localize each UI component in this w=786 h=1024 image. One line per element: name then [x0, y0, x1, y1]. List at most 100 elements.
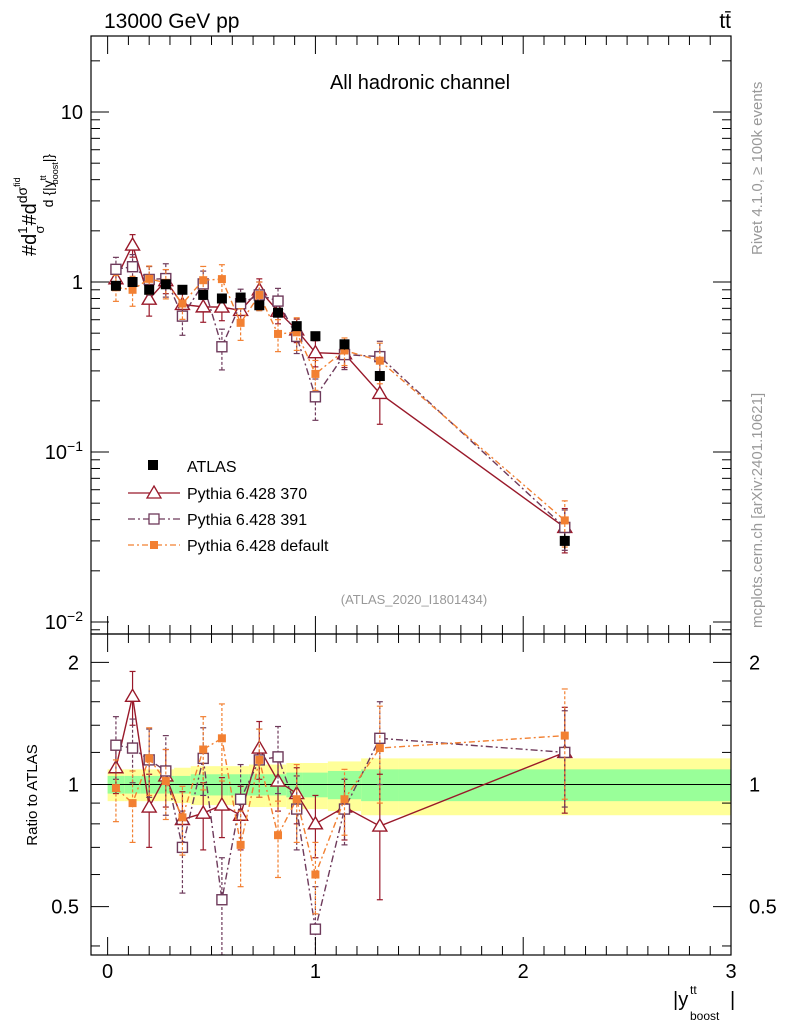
- pythia-370-point: [194, 298, 212, 313]
- ratio-uncertainty-bands: [91, 758, 731, 816]
- pythia-370-point: [307, 344, 324, 359]
- pythia-370-ratio-point: [371, 817, 389, 832]
- atlas-data-point: [374, 370, 385, 381]
- pythia-default-point: [311, 369, 320, 378]
- x-tick-label: 2: [518, 961, 529, 983]
- ratio-y-tick-label: 1: [68, 775, 79, 797]
- pythia-370-point: [124, 236, 141, 251]
- x-tick-label: 3: [725, 961, 736, 983]
- atlas-data-point: [254, 300, 265, 311]
- legend-atlas-marker: [148, 460, 158, 470]
- ratio-y-ticks: 2 2 1 1 0.5 0.5: [51, 652, 777, 947]
- pythia-391-point: [309, 391, 322, 403]
- y-tick-label: 10−1: [45, 438, 83, 464]
- legend-entry-391: Pythia 6.428 391: [128, 512, 307, 529]
- svg-text:|: |: [730, 989, 735, 1011]
- ratio-y-tick-label: 2: [68, 652, 79, 674]
- pythia-391-point: [126, 261, 139, 273]
- pythia-default-point: [255, 290, 264, 299]
- pythia-default-point: [128, 285, 137, 294]
- pythia-391-point: [216, 341, 228, 353]
- mcplots-url-label: mcplots.cern.ch [arXiv:2401.10621]: [749, 393, 766, 628]
- pythia-391-ratio-point: [234, 793, 247, 805]
- pythia-default-point: [560, 516, 569, 525]
- atlas-data-point: [177, 284, 188, 295]
- pythia-391-ratio-point: [272, 751, 284, 763]
- legend-370-marker: [145, 484, 163, 499]
- pythia-default-ratio-point: [161, 777, 170, 786]
- main-x-ticks: [107, 36, 732, 634]
- y-tick-label: 10: [61, 102, 83, 124]
- pythia-default-ratio-point: [560, 731, 569, 740]
- pythia-default-point: [340, 346, 349, 355]
- main-y-ticks: 10 1 10−1 10−2: [45, 60, 731, 634]
- pythia-default-point: [375, 356, 384, 365]
- pythia-391-ratio-point: [216, 894, 228, 906]
- pythia-default-ratio-point: [311, 870, 320, 879]
- pythia-370-point: [213, 298, 231, 313]
- legend-entry-370: Pythia 6.428 370: [128, 484, 307, 503]
- atlas-data-point: [273, 307, 284, 318]
- atlas-data-point: [310, 331, 321, 342]
- y-tick-label: 1: [72, 272, 83, 294]
- pythia-370-ratio-point: [213, 796, 231, 811]
- pythia-391-ratio-point: [374, 732, 386, 745]
- ratio-x-ticks: 0 1 2 3: [102, 634, 737, 983]
- pythia-default-point: [292, 328, 301, 337]
- ratio-panel: 2 2 1 1 0.5 0.5 0 1 2 3 Ratio to ATLAS |y tt boo…: [24, 633, 777, 1023]
- pythia-default-ratio-point: [375, 744, 384, 753]
- legend-atlas-label: ATLAS: [187, 459, 237, 476]
- pythia-default-ratio-point: [236, 840, 245, 849]
- legend-entry-default: Pythia 6.428 default: [128, 538, 329, 555]
- pythia-default-point: [236, 318, 245, 327]
- pythia-default-ratio-point: [145, 754, 154, 763]
- x-axis-label: |y tt boost |: [673, 983, 735, 1023]
- pythia-391-point: [272, 295, 284, 307]
- pythia-391-point: [176, 310, 189, 322]
- pythia-default-point: [178, 299, 187, 308]
- svg-text:|y: |y: [673, 989, 688, 1011]
- legend: ATLAS Pythia 6.428 370 Pythia 6.428 391 …: [128, 459, 329, 555]
- atlas-data-point: [144, 284, 155, 295]
- pythia-default-point: [217, 275, 226, 284]
- ratio-y-tick-label-right: 2: [749, 652, 760, 674]
- legend-default-label: Pythia 6.428 default: [187, 538, 329, 555]
- pythia-default-ratio-point: [274, 831, 283, 840]
- ratio-marks: [107, 670, 573, 955]
- ratio-y-label: Ratio to ATLAS: [24, 744, 41, 845]
- atlas-data-point: [291, 321, 302, 332]
- main-marks: [107, 234, 573, 554]
- pythia-default-point: [199, 276, 208, 285]
- pythia-default-ratio-point: [199, 745, 208, 754]
- ratio-y-tick-label: 0.5: [51, 897, 79, 919]
- legend-391-marker: [148, 513, 160, 525]
- x-tick-label: 0: [102, 961, 113, 983]
- pythia-default-point: [274, 329, 283, 338]
- atlas-data-point: [127, 277, 138, 288]
- pythia-default-ratio-point: [217, 734, 226, 743]
- legend-370-label: Pythia 6.428 370: [187, 486, 307, 503]
- pythia-391-ratio-point: [126, 742, 139, 754]
- main-y-label: #d1 σ#ddσfid d {|ytt boost|}: [12, 154, 60, 256]
- pythia-391-ratio-point: [110, 739, 122, 751]
- pythia-370-ratio-point: [194, 804, 212, 819]
- atlas-data-point: [559, 535, 570, 546]
- pythia-370-point: [140, 290, 158, 305]
- atlas-data-point: [198, 289, 209, 300]
- legend-391-label: Pythia 6.428 391: [187, 512, 307, 529]
- header-process-label: tt̄: [719, 10, 731, 33]
- pythia-default-ratio-point: [292, 795, 301, 804]
- pythia-370-ratio-point: [140, 798, 158, 813]
- chart-title: All hadronic channel: [330, 72, 510, 94]
- pythia-default-ratio-point: [128, 799, 137, 808]
- pythia-391-point: [110, 263, 122, 276]
- atlas-data-point: [216, 293, 227, 304]
- pythia-default-ratio-point: [111, 784, 120, 793]
- atlas-data-point: [110, 280, 121, 291]
- ratio-y-tick-label-right: 1: [749, 775, 760, 797]
- pythia-391-ratio-point: [309, 923, 322, 935]
- atlas-data-point: [235, 292, 246, 303]
- legend-entry-atlas: ATLAS: [148, 459, 237, 476]
- pythia-370-ratio-point: [307, 815, 324, 830]
